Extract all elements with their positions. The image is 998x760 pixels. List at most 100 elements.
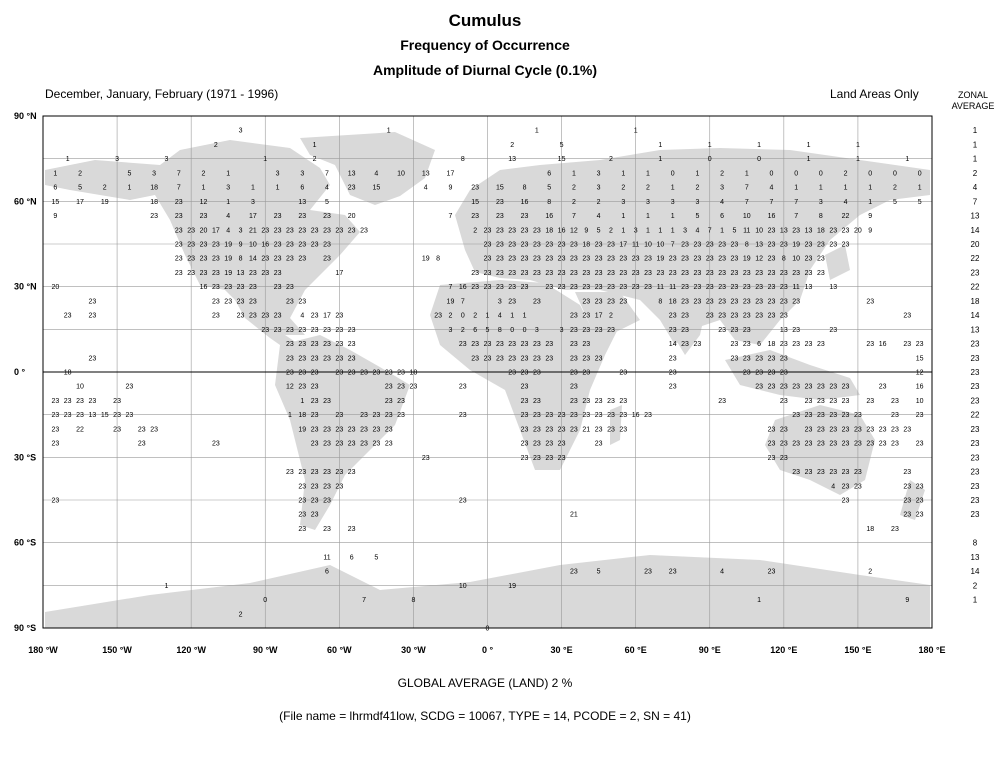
grid-value: 0 — [918, 170, 922, 177]
grid-value: 23 — [496, 341, 504, 348]
grid-value: 23 — [582, 313, 590, 320]
lat-tick-label: 90 °S — [14, 623, 36, 633]
grid-value: 23 — [694, 256, 702, 263]
grid-value: 23 — [88, 398, 96, 405]
grid-value: 23 — [298, 483, 306, 490]
grid-value: 23 — [521, 242, 529, 249]
grid-value: 0 — [868, 170, 872, 177]
grid-value: 23 — [484, 270, 492, 277]
grid-value: 23 — [261, 327, 269, 334]
grid-value: 0 — [523, 327, 527, 334]
grid-value: 23 — [533, 370, 541, 377]
grid-value: 23 — [582, 370, 590, 377]
grid-value: 23 — [175, 256, 183, 263]
grid-value: 23 — [397, 370, 405, 377]
grid-value: 23 — [805, 341, 813, 348]
grid-value: 22 — [76, 426, 84, 433]
grid-value: 1 — [868, 185, 872, 192]
grid-value: 23 — [570, 270, 578, 277]
grid-value: 23 — [595, 441, 603, 448]
grid-value: 23 — [731, 284, 739, 291]
grid-value: 23 — [335, 426, 343, 433]
grid-value: 23 — [792, 327, 800, 334]
grid-value: 23 — [64, 313, 72, 320]
grid-value: 7 — [461, 298, 465, 305]
grid-value: 12 — [200, 199, 208, 206]
grid-value: 23 — [595, 412, 603, 419]
grid-value: 11 — [632, 242, 639, 249]
grid-value: 13 — [237, 270, 245, 277]
grid-value: 23 — [619, 256, 627, 263]
grid-value: 23 — [570, 256, 578, 263]
grid-value: 23 — [286, 256, 294, 263]
grid-value: 23 — [706, 284, 714, 291]
grid-value: 23 — [768, 227, 776, 234]
grid-value: 23 — [681, 313, 689, 320]
grid-value: 23 — [780, 398, 788, 405]
zonal-average-value: 23 — [971, 354, 980, 363]
grid-value: 23 — [335, 227, 343, 234]
grid-value: 23 — [335, 355, 343, 362]
grid-value: 23 — [311, 398, 319, 405]
grid-value: 8 — [239, 256, 243, 263]
grid-value: 23 — [768, 441, 776, 448]
grid-value: 23 — [644, 270, 652, 277]
grid-value: 23 — [360, 441, 368, 448]
grid-value: 23 — [743, 341, 751, 348]
grid-value: 23 — [533, 441, 541, 448]
grid-value: 23 — [335, 412, 343, 419]
grid-value: 23 — [471, 270, 479, 277]
grid-value: 20 — [348, 213, 356, 220]
zonal-average-value: 23 — [971, 439, 980, 448]
grid-value: 23 — [545, 284, 553, 291]
grid-value: 23 — [175, 242, 183, 249]
grid-value: 0 — [486, 626, 490, 633]
grid-value: 23 — [422, 455, 430, 462]
grid-value: 1 — [819, 185, 823, 192]
land-greenland — [300, 132, 435, 205]
grid-value: 7 — [177, 170, 181, 177]
grid-value: 23 — [508, 355, 516, 362]
grid-value: 23 — [434, 313, 442, 320]
grid-value: 23 — [323, 327, 331, 334]
grid-value: 23 — [311, 355, 319, 362]
grid-value: 23 — [694, 270, 702, 277]
zonal-average-value: 23 — [971, 268, 980, 277]
grid-value: 23 — [829, 327, 837, 334]
grid-value: 23 — [298, 355, 306, 362]
grid-value: 18 — [768, 341, 776, 348]
grid-value: 23 — [372, 441, 380, 448]
grid-value: 23 — [805, 469, 813, 476]
grid-value: 23 — [372, 426, 380, 433]
grid-value: 23 — [768, 569, 776, 576]
grid-value: 5 — [547, 185, 551, 192]
grid-value: 4 — [770, 185, 774, 192]
grid-value: 4 — [844, 199, 848, 206]
grid-value: 23 — [286, 242, 294, 249]
grid-value: 23 — [595, 256, 603, 263]
grid-value: 0 — [708, 156, 712, 163]
zonal-average-value: 23 — [971, 340, 980, 349]
grid-value: 1 — [572, 170, 576, 177]
grid-value: 23 — [533, 341, 541, 348]
grid-value: 8 — [498, 327, 502, 334]
grid-value: 1 — [251, 185, 255, 192]
grid-value: 3 — [720, 185, 724, 192]
grid-value: 23 — [212, 256, 220, 263]
grid-value: 23 — [508, 284, 516, 291]
grid-value: 7 — [572, 213, 576, 220]
grid-value: 4 — [695, 227, 699, 234]
grid-value: 23 — [879, 441, 887, 448]
grid-value: 23 — [484, 227, 492, 234]
grid-value: 23 — [533, 270, 541, 277]
grid-value: 23 — [768, 256, 776, 263]
grid-value: 2 — [461, 327, 465, 334]
grid-value: 13 — [298, 199, 306, 206]
grid-value: 23 — [76, 398, 84, 405]
grid-value: 23 — [669, 327, 677, 334]
grid-value: 23 — [533, 398, 541, 405]
zonal-average-value: 1 — [973, 155, 978, 164]
lon-tick-label: 0 ° — [482, 645, 494, 655]
grid-value: 23 — [298, 384, 306, 391]
grid-value: 23 — [88, 313, 96, 320]
